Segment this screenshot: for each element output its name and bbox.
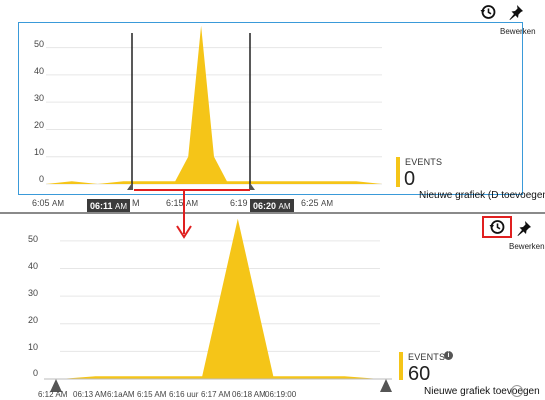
bottom-area-chart xyxy=(44,218,392,392)
selection-start-label[interactable]: 06:11 AM xyxy=(87,199,131,213)
history-icon[interactable] xyxy=(487,217,507,237)
top-area-series xyxy=(46,25,382,184)
x-tick: M xyxy=(132,198,140,208)
range-handle-start[interactable] xyxy=(50,379,62,392)
y-tick: 50 xyxy=(33,39,44,49)
bottom-area-series xyxy=(60,218,380,379)
panel-divider xyxy=(0,212,545,214)
legend-label: EVENTS xyxy=(408,352,446,362)
y-tick: 50 xyxy=(27,234,38,244)
x-tick: 6:05 AM xyxy=(32,198,65,208)
add-chart-caption[interactable]: Nieuwe grafiek toevoegen xyxy=(424,386,540,397)
y-tick: 10 xyxy=(33,147,44,157)
edit-label[interactable]: Bewerken xyxy=(509,242,545,251)
history-button-highlight[interactable] xyxy=(482,216,512,238)
selection-end-label[interactable]: 06:20 AM xyxy=(250,199,294,213)
y-tick: 10 xyxy=(27,342,38,352)
x-tick: 6:25 AM xyxy=(301,198,334,208)
y-tick: 0 xyxy=(32,368,38,378)
range-handle-end[interactable] xyxy=(380,379,392,392)
pin-icon[interactable] xyxy=(506,2,526,22)
legend-value: 60 xyxy=(408,363,431,385)
y-tick: 40 xyxy=(33,66,44,76)
history-icon[interactable] xyxy=(478,2,498,22)
y-tick: 30 xyxy=(27,288,38,298)
x-tick: 06:18 AM xyxy=(232,390,266,399)
x-tick: 6:12 AM xyxy=(38,390,68,399)
add-circle-icon[interactable] xyxy=(511,385,523,397)
y-tick: 20 xyxy=(27,315,38,325)
x-tick: 6:15 AM xyxy=(166,198,199,208)
info-icon[interactable]: i xyxy=(444,351,453,360)
x-tick: 06:13 AM xyxy=(73,390,107,399)
x-tick: 6:16 uur xyxy=(169,390,199,399)
legend-label: EVENTS xyxy=(405,157,443,167)
top-area-chart xyxy=(46,25,382,191)
y-tick: 40 xyxy=(27,261,38,271)
x-tick: 6:17 AM xyxy=(201,390,231,399)
pin-icon[interactable] xyxy=(514,218,534,238)
legend-color-bar xyxy=(396,157,400,187)
legend-value: 0 xyxy=(404,168,416,190)
selection-handle-start xyxy=(127,183,132,190)
annotation-arrow xyxy=(176,190,192,239)
bottom-panel: Bewerken 50 40 30 20 10 0 6:12 AM 06:13 … xyxy=(0,214,545,400)
add-chart-caption[interactable]: Nieuwe grafiek (D toevoegen xyxy=(419,190,545,201)
x-tick: 6:15 AM xyxy=(137,390,167,399)
selection-handle-end xyxy=(250,183,255,190)
legend-color-bar xyxy=(399,352,403,380)
y-tick: 30 xyxy=(33,93,44,103)
y-tick: 20 xyxy=(33,120,44,130)
x-tick: 6:1aAM xyxy=(107,390,135,399)
x-tick: 06:19:00 xyxy=(265,390,297,399)
edit-label[interactable]: Bewerken xyxy=(500,27,536,36)
top-panel: Bewerken 50 40 30 20 10 0 6:05 AM M 6:15… xyxy=(18,2,545,213)
top-chart-frame xyxy=(18,22,523,195)
x-tick: 6:19 xyxy=(230,198,248,208)
y-tick: 0 xyxy=(38,174,44,184)
